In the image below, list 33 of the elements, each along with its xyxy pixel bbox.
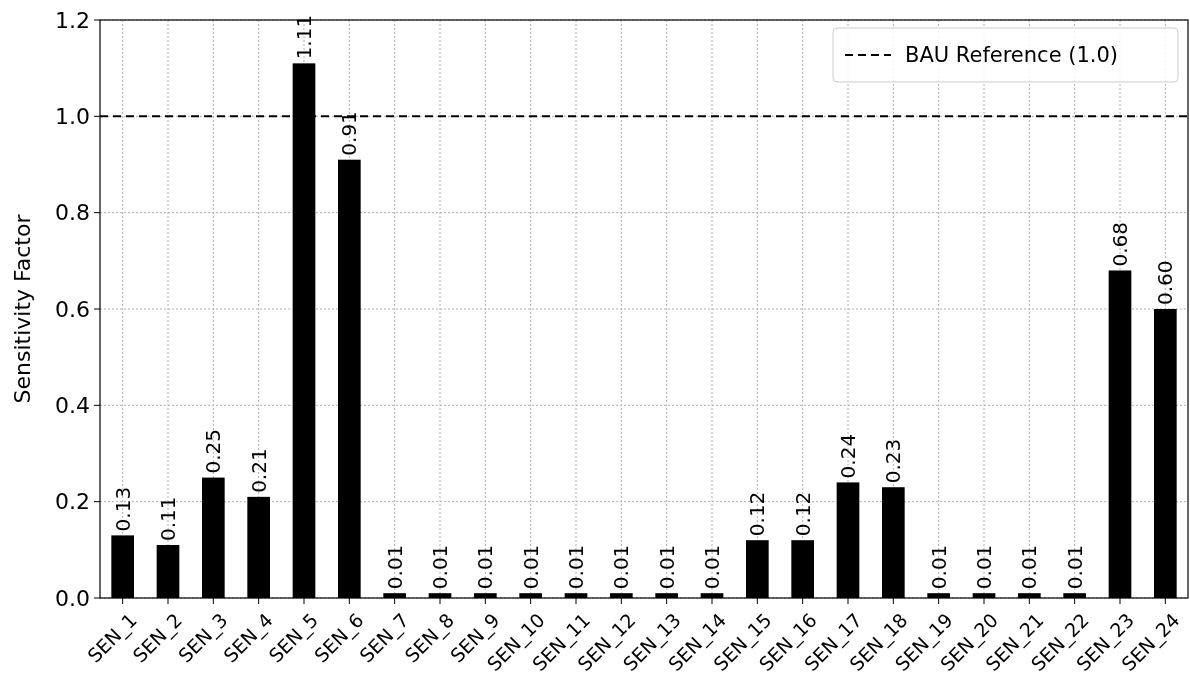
y-tick-label: 1.2	[55, 7, 90, 33]
data-label: 0.12	[790, 491, 815, 537]
y-tick-label: 0.6	[55, 296, 90, 322]
legend-label: BAU Reference (1.0)	[905, 43, 1119, 68]
data-label: 0.01	[1062, 544, 1087, 590]
data-label: 0.01	[382, 544, 407, 590]
data-label: 0.01	[428, 544, 452, 590]
data-label: 0.01	[518, 544, 543, 590]
data-label: 0.24	[836, 433, 860, 479]
data-label: 0.01	[609, 544, 634, 590]
data-label: 0.68	[1108, 221, 1132, 267]
data-label: 0.01	[700, 544, 724, 590]
y-tick-label: 0.8	[55, 200, 90, 226]
y-tick-label: 1.0	[55, 104, 90, 130]
data-label: 0.23	[881, 438, 906, 484]
data-label: 0.91	[337, 111, 362, 156]
data-label: 0.01	[564, 544, 588, 590]
data-label: 0.01	[972, 544, 996, 590]
data-label: 0.01	[473, 544, 498, 590]
data-label: 0.13	[110, 486, 135, 532]
data-label: 0.60	[1153, 260, 1178, 305]
data-label: 0.01	[926, 544, 951, 590]
y-axis-title: Sensitivity Factor	[10, 213, 35, 404]
y-tick-label: 0.0	[55, 585, 90, 611]
data-label: 0.12	[745, 491, 770, 537]
data-label: 0.21	[246, 448, 271, 493]
data-label: 0.01	[1017, 544, 1042, 590]
data-label: 0.11	[156, 496, 180, 542]
y-tick-label: 0.4	[55, 393, 90, 419]
data-label: 0.01	[654, 544, 679, 590]
data-label: 0.25	[201, 429, 226, 474]
data-label: 1.11	[292, 14, 316, 60]
y-tick-label: 0.2	[55, 489, 90, 515]
